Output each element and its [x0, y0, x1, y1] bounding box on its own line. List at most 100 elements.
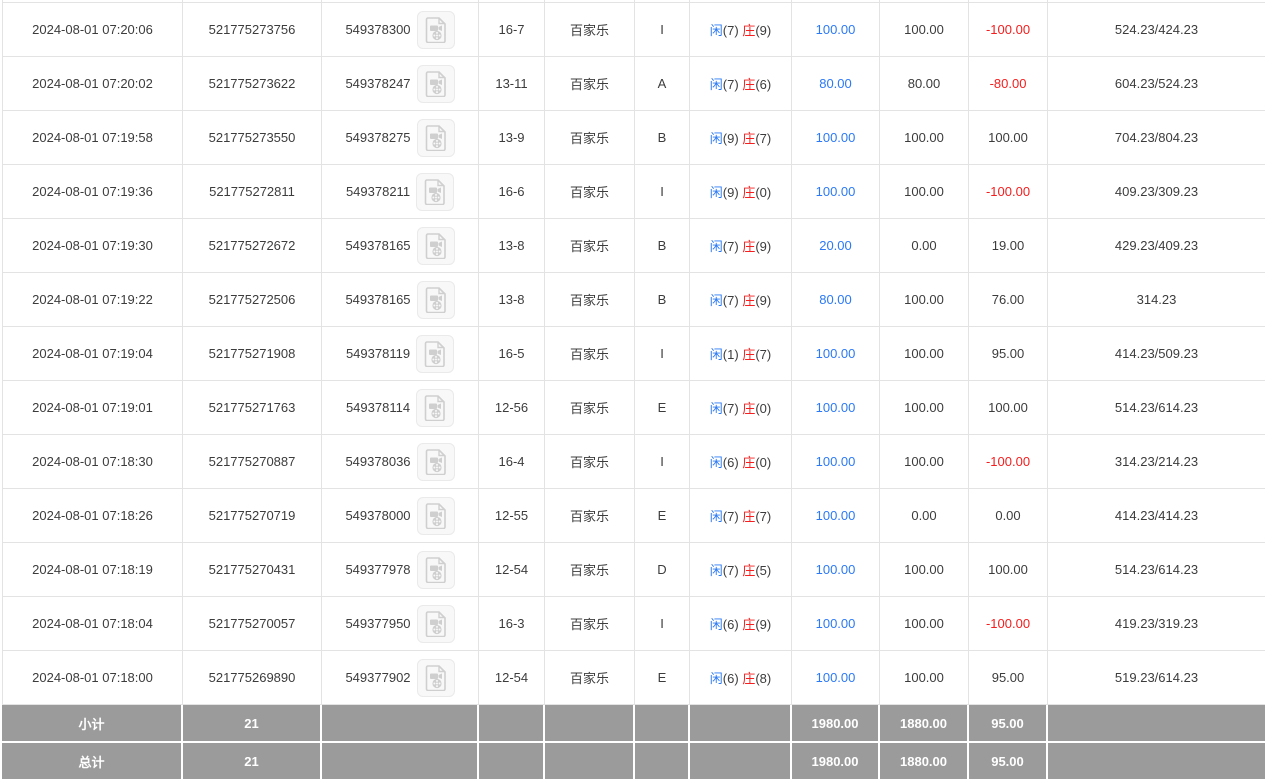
- player-label: 闲: [709, 455, 723, 470]
- video-replay-button[interactable]: [416, 172, 455, 211]
- table-row: 2024-08-01 07:19:36 521775272811 5493782…: [2, 165, 1265, 219]
- table-round: 12-54: [479, 543, 545, 597]
- summary-bet-total: 1980.00: [792, 705, 880, 743]
- win-loss: 76.00: [969, 273, 1048, 327]
- balance: 414.23/414.23: [1048, 489, 1265, 543]
- game-number-cell: 549377950: [322, 597, 479, 651]
- video-replay-button[interactable]: [416, 658, 455, 697]
- game-type: 百家乐: [545, 165, 635, 219]
- summary-win-loss-total: 95.00: [969, 705, 1048, 743]
- game-number-cell: 549378114: [322, 381, 479, 435]
- bet-time: 2024-08-01 07:18:19: [2, 543, 183, 597]
- balance: 524.23/424.23: [1048, 3, 1265, 57]
- win-loss: -100.00: [969, 435, 1048, 489]
- order-number: 521775270057: [183, 597, 322, 651]
- bet-amount: 100.00: [792, 435, 880, 489]
- summary-row: 小计 21 1980.00 1880.00 95.00: [2, 705, 1265, 743]
- order-number: 521775271763: [183, 381, 322, 435]
- game-number-cell: 549378211: [322, 165, 479, 219]
- table-round: 16-4: [479, 435, 545, 489]
- balance: 514.23/614.23: [1048, 381, 1265, 435]
- game-result: 闲(9) 庄(0): [690, 165, 792, 219]
- summary-valid-bet-total: 1880.00: [880, 743, 969, 781]
- banker-score: (9): [755, 239, 772, 254]
- game-number: 549378036: [345, 454, 411, 469]
- banker-score: (6): [755, 77, 772, 92]
- video-replay-button[interactable]: [416, 334, 455, 373]
- video-replay-button[interactable]: [416, 118, 455, 157]
- game-type: 百家乐: [545, 273, 635, 327]
- player-score: (7): [722, 23, 739, 38]
- win-loss: 100.00: [969, 111, 1048, 165]
- player-label: 闲: [709, 617, 723, 632]
- game-number: 549378165: [345, 292, 411, 307]
- banker-label: 庄: [742, 347, 756, 362]
- video-replay-button[interactable]: [416, 64, 455, 103]
- banker-label: 庄: [742, 617, 756, 632]
- game-number: 549378300: [345, 22, 411, 37]
- banker-label: 庄: [742, 239, 756, 254]
- banker-score: (0): [755, 455, 772, 470]
- video-replay-button[interactable]: [416, 226, 455, 265]
- table-row: 2024-08-01 07:20:06 521775273756 5493783…: [2, 3, 1265, 57]
- balance: 514.23/614.23: [1048, 543, 1265, 597]
- game-result: 闲(7) 庄(0): [690, 381, 792, 435]
- video-replay-button[interactable]: [416, 388, 455, 427]
- video-icon: [425, 448, 446, 475]
- clipped-row: [2, 0, 1265, 3]
- table-round: 13-8: [479, 273, 545, 327]
- valid-bet-amount: 100.00: [880, 435, 969, 489]
- banker-label: 庄: [742, 509, 756, 524]
- banker-score: (5): [755, 563, 772, 578]
- table-round: 16-5: [479, 327, 545, 381]
- bet-time: 2024-08-01 07:20:06: [2, 3, 183, 57]
- player-label: 闲: [709, 293, 723, 308]
- video-replay-button[interactable]: [416, 496, 455, 535]
- table-row: 2024-08-01 07:20:02 521775273622 5493782…: [2, 57, 1265, 111]
- video-replay-button[interactable]: [416, 604, 455, 643]
- player-score: (6): [722, 455, 739, 470]
- game-number-cell: 549378036: [322, 435, 479, 489]
- order-number: 521775270887: [183, 435, 322, 489]
- order-number: 521775269890: [183, 651, 322, 705]
- game-number: 549377978: [345, 562, 411, 577]
- video-replay-button[interactable]: [416, 10, 455, 49]
- banker-score: (9): [755, 617, 772, 632]
- valid-bet-amount: 100.00: [880, 597, 969, 651]
- game-result: 闲(6) 庄(0): [690, 435, 792, 489]
- player-label: 闲: [709, 347, 723, 362]
- order-number: 521775271908: [183, 327, 322, 381]
- banker-label: 庄: [742, 185, 756, 200]
- banker-label: 庄: [742, 293, 756, 308]
- summary-row: 总计 21 1980.00 1880.00 95.00: [2, 743, 1265, 781]
- table-round: 13-11: [479, 57, 545, 111]
- player-label: 闲: [709, 185, 723, 200]
- video-icon: [425, 664, 446, 691]
- banker-score: (9): [755, 293, 772, 308]
- valid-bet-amount: 80.00: [880, 57, 969, 111]
- video-replay-button[interactable]: [416, 442, 455, 481]
- balance: 604.23/524.23: [1048, 57, 1265, 111]
- banker-label: 庄: [742, 23, 756, 38]
- video-icon: [424, 178, 445, 205]
- order-number: 521775272672: [183, 219, 322, 273]
- order-number: 521775273622: [183, 57, 322, 111]
- game-number: 549378114: [345, 400, 411, 415]
- game-number-cell: 549377902: [322, 651, 479, 705]
- game-number: 549378211: [345, 184, 411, 199]
- bet-mark: I: [635, 3, 690, 57]
- table-round: 12-54: [479, 651, 545, 705]
- video-replay-button[interactable]: [416, 280, 455, 319]
- player-score: (7): [722, 509, 739, 524]
- game-type: 百家乐: [545, 597, 635, 651]
- summary-bet-total: 1980.00: [792, 743, 880, 781]
- valid-bet-amount: 100.00: [880, 111, 969, 165]
- game-type: 百家乐: [545, 489, 635, 543]
- bet-mark: B: [635, 219, 690, 273]
- player-label: 闲: [709, 131, 723, 146]
- video-replay-button[interactable]: [416, 550, 455, 589]
- table-round: 12-56: [479, 381, 545, 435]
- summary-win-loss-total: 95.00: [969, 743, 1048, 781]
- bet-mark: E: [635, 651, 690, 705]
